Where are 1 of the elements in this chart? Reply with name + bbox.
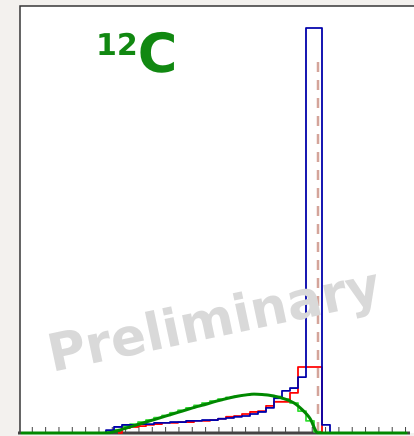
annotation: $^{12}$C [96,22,178,85]
